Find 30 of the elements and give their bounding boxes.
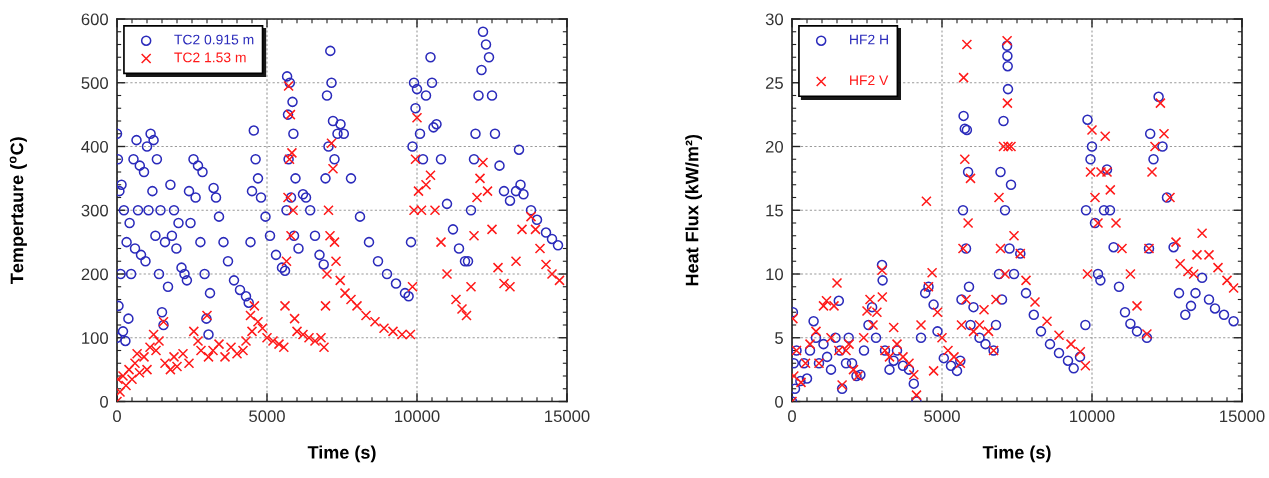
x-tick-label: 5000 — [249, 410, 285, 423]
legend-label: TC2 0.915 m — [174, 34, 254, 45]
y-tick-label: 15 — [766, 204, 783, 217]
y-tick-label: 100 — [82, 332, 109, 344]
y-tick-label: 500 — [81, 77, 109, 89]
x-tick-label: 5000 — [924, 410, 960, 423]
y-tick-label: 30 — [765, 13, 784, 26]
x-tick-label: 10000 — [395, 410, 440, 423]
y-tick-label: 25 — [765, 77, 783, 89]
x-tick-label: 15000 — [1220, 410, 1265, 423]
y-tick-label: 400 — [81, 140, 109, 153]
x-tick-label: 15000 — [545, 410, 590, 423]
legend-label: HF2 H — [850, 34, 888, 45]
legend-label: TC2 1.53 m — [174, 52, 246, 63]
y-tick-label: 600 — [81, 13, 109, 26]
x-tick-label: 0 — [788, 410, 796, 423]
y-tick-label: 20 — [765, 140, 784, 153]
x-tick-label: 10000 — [1070, 410, 1115, 423]
x-tick-label: 0 — [113, 410, 121, 423]
y-tick-label: 300 — [81, 204, 109, 217]
legend-label: HF2 V — [850, 75, 889, 86]
x-axis-title: Time (s) — [307, 445, 376, 463]
y-tick-label: 10 — [766, 268, 784, 281]
y-axis-title: Heat Flux (kW/m²) — [685, 134, 702, 286]
y-axis-title: Tempertaure ($^{o}$C) — [9, 137, 27, 284]
x-axis-title: Time (s) — [982, 445, 1051, 463]
y-tick-label: 0 — [100, 395, 109, 408]
y-tick-label: 5 — [775, 332, 783, 344]
y-tick-label: 0 — [775, 395, 784, 408]
y-tick-label: 200 — [81, 268, 109, 281]
